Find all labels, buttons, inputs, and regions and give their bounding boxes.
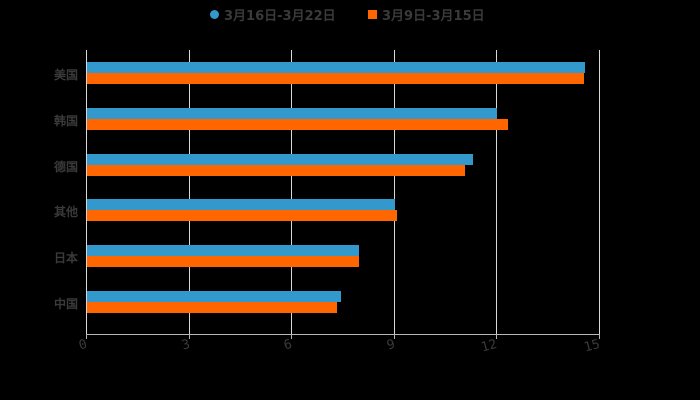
bar-series1[interactable] (87, 108, 497, 119)
category-label: 中国 (53, 297, 78, 311)
gridline (394, 50, 395, 335)
bar-series2[interactable] (87, 119, 508, 130)
y-axis-line (86, 50, 87, 335)
category-label: 美国 (53, 68, 78, 82)
gridline (291, 50, 292, 335)
bar-series1[interactable] (87, 199, 395, 210)
category-label: 韩国 (53, 114, 78, 128)
gridline (599, 50, 600, 335)
legend-item-series1[interactable]: 3月16日-3月22日 (210, 4, 336, 24)
bar-series1[interactable] (87, 291, 341, 302)
gridline (496, 50, 497, 335)
x-tick (86, 334, 87, 339)
legend-label: 3月9日-3月15日 (382, 8, 485, 24)
x-tick-label: 15 (582, 337, 602, 356)
x-tick-label: 9 (385, 337, 397, 354)
bar-series1[interactable] (87, 154, 473, 165)
x-tick (599, 334, 600, 339)
gridline (189, 50, 190, 335)
x-tick (189, 334, 190, 339)
x-tick (496, 334, 497, 339)
bar-series2[interactable] (87, 256, 359, 267)
bar-series2[interactable] (87, 302, 337, 313)
x-tick (394, 334, 395, 339)
chart-legend: 3月16日-3月22日 3月9日-3月15日 (0, 4, 700, 24)
category-label: 其他 (53, 205, 78, 219)
bar-series2[interactable] (87, 73, 584, 84)
legend-circle-icon (210, 9, 219, 19)
category-label: 日本 (53, 251, 78, 265)
x-axis-line (86, 334, 600, 335)
legend-item-series2[interactable]: 3月9日-3月15日 (368, 4, 485, 24)
bar-series2[interactable] (87, 165, 465, 176)
bar-series1[interactable] (87, 62, 585, 73)
x-tick-label: 0 (77, 337, 89, 354)
x-tick-label: 3 (180, 337, 192, 354)
bar-series2[interactable] (87, 210, 397, 221)
x-tick (291, 334, 292, 339)
category-label: 德国 (53, 160, 78, 174)
x-tick-label: 6 (282, 337, 294, 354)
x-tick-label: 12 (479, 337, 499, 356)
legend-square-icon (368, 9, 377, 19)
bar-series1[interactable] (87, 245, 359, 256)
legend-label: 3月16日-3月22日 (224, 8, 336, 24)
